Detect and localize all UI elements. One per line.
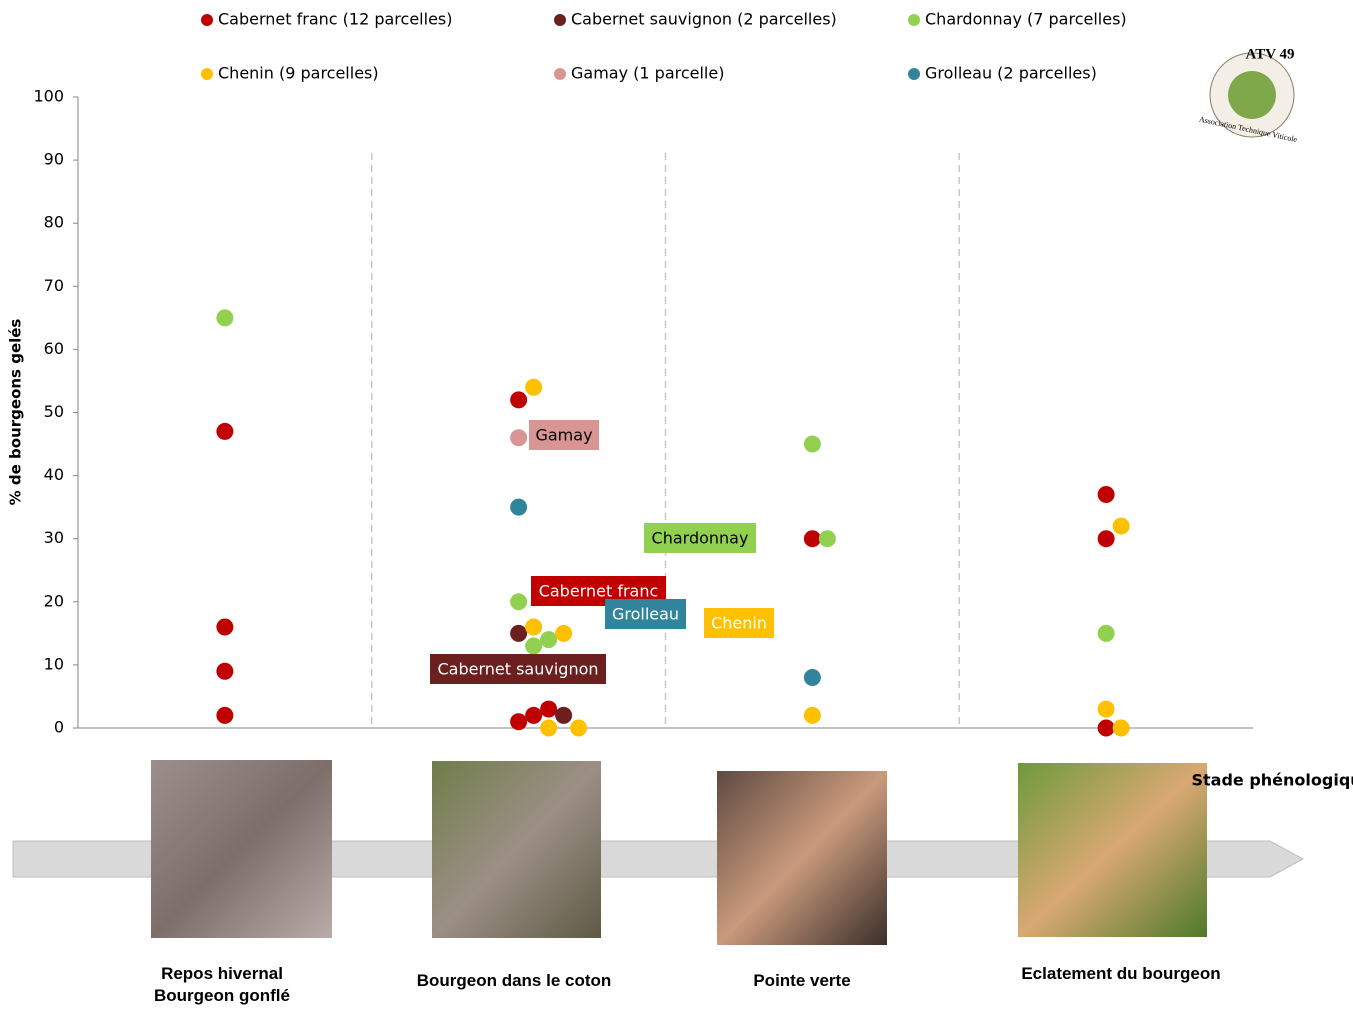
- data-point: [1097, 530, 1115, 548]
- data-point: [540, 700, 558, 718]
- data-point: [216, 422, 234, 440]
- y-tick-label: 50: [44, 402, 64, 421]
- data-point: [540, 719, 558, 737]
- data-point: [216, 706, 234, 724]
- legend-swatch: [908, 14, 920, 26]
- annotation: Chardonnay: [652, 529, 749, 548]
- y-tick-label: 90: [44, 150, 64, 169]
- legend-label: Cabernet sauvignon (2 parcelles): [571, 10, 837, 29]
- data-point: [510, 593, 528, 611]
- legend-swatch: [201, 14, 213, 26]
- data-point: [216, 309, 234, 327]
- data-point: [1097, 719, 1115, 737]
- data-point: [510, 624, 528, 642]
- y-tick-label: 80: [44, 213, 64, 232]
- logo: ATV 49 Association Technique Viticole: [1198, 46, 1298, 144]
- data-point: [803, 530, 821, 548]
- y-tick-label: 100: [33, 87, 64, 106]
- data-point: [803, 435, 821, 453]
- x-tick-label: Bourgeon dans le coton: [416, 971, 612, 990]
- data-point: [803, 669, 821, 687]
- legend-label: Grolleau (2 parcelles): [925, 64, 1097, 83]
- data-point: [1097, 624, 1115, 642]
- data-point: [510, 429, 528, 447]
- data-point: [1112, 719, 1130, 737]
- data-point: [555, 706, 573, 724]
- data-point: [216, 618, 234, 636]
- y-tick-label: 20: [44, 591, 64, 610]
- x-axis-label: Stade phénologique: [1191, 771, 1353, 790]
- y-tick-label: 10: [44, 654, 64, 673]
- data-point: [525, 637, 543, 655]
- y-tick-label: 70: [44, 276, 64, 295]
- legend-label: Gamay (1 parcelle): [571, 64, 724, 83]
- data-point: [216, 662, 234, 680]
- data-point: [555, 624, 573, 642]
- y-tick-label: 60: [44, 339, 64, 358]
- legend-label: Cabernet franc (12 parcelles): [218, 10, 452, 29]
- annotation-box: [644, 523, 756, 553]
- data-point: [1112, 517, 1130, 535]
- photo: [151, 760, 332, 938]
- annotation-box: [704, 608, 774, 638]
- x-tick-label: Eclatement du bourgeon: [1021, 964, 1221, 983]
- logo-title: ATV 49: [1245, 46, 1294, 62]
- annotation: Gamay: [535, 426, 592, 445]
- data-point: [525, 706, 543, 724]
- annotation: Grolleau: [612, 605, 679, 624]
- legend-label: Chenin (9 parcelles): [218, 64, 379, 83]
- data-point: [510, 498, 528, 516]
- data-point: [510, 391, 528, 409]
- annotation-box: [605, 599, 686, 629]
- x-tick-label: Repos hivernal Bourgeon gonflé: [154, 964, 290, 1005]
- legend-swatch: [554, 68, 566, 80]
- photo: [432, 761, 601, 938]
- annotation: Cabernet franc: [539, 582, 659, 601]
- y-axis-label: % de bourgeons gelés: [7, 319, 25, 506]
- x-tick-label: Pointe verte: [753, 971, 851, 990]
- legend-swatch: [201, 68, 213, 80]
- annotation-box: [529, 420, 599, 450]
- legend-swatch: [908, 68, 920, 80]
- annotation: Cabernet sauvignon: [437, 660, 598, 679]
- logo-leaf: [1228, 71, 1276, 119]
- y-tick-label: 40: [44, 465, 64, 484]
- data-point: [540, 631, 558, 649]
- photo: [717, 771, 887, 945]
- data-point: [525, 618, 543, 636]
- y-tick-label: 30: [44, 528, 64, 547]
- annotation-box: [430, 654, 606, 684]
- data-point: [1097, 700, 1115, 718]
- data-point: [818, 530, 836, 548]
- legend-label: Chardonnay (7 parcelles): [925, 10, 1127, 29]
- data-point: [510, 713, 528, 731]
- annotation: Chenin: [711, 614, 767, 633]
- data-point: [570, 719, 588, 737]
- y-tick-label: 0: [54, 718, 64, 737]
- data-point: [525, 378, 543, 396]
- data-point: [1097, 486, 1115, 504]
- legend-swatch: [554, 14, 566, 26]
- photo: [1018, 763, 1207, 937]
- data-point: [803, 706, 821, 724]
